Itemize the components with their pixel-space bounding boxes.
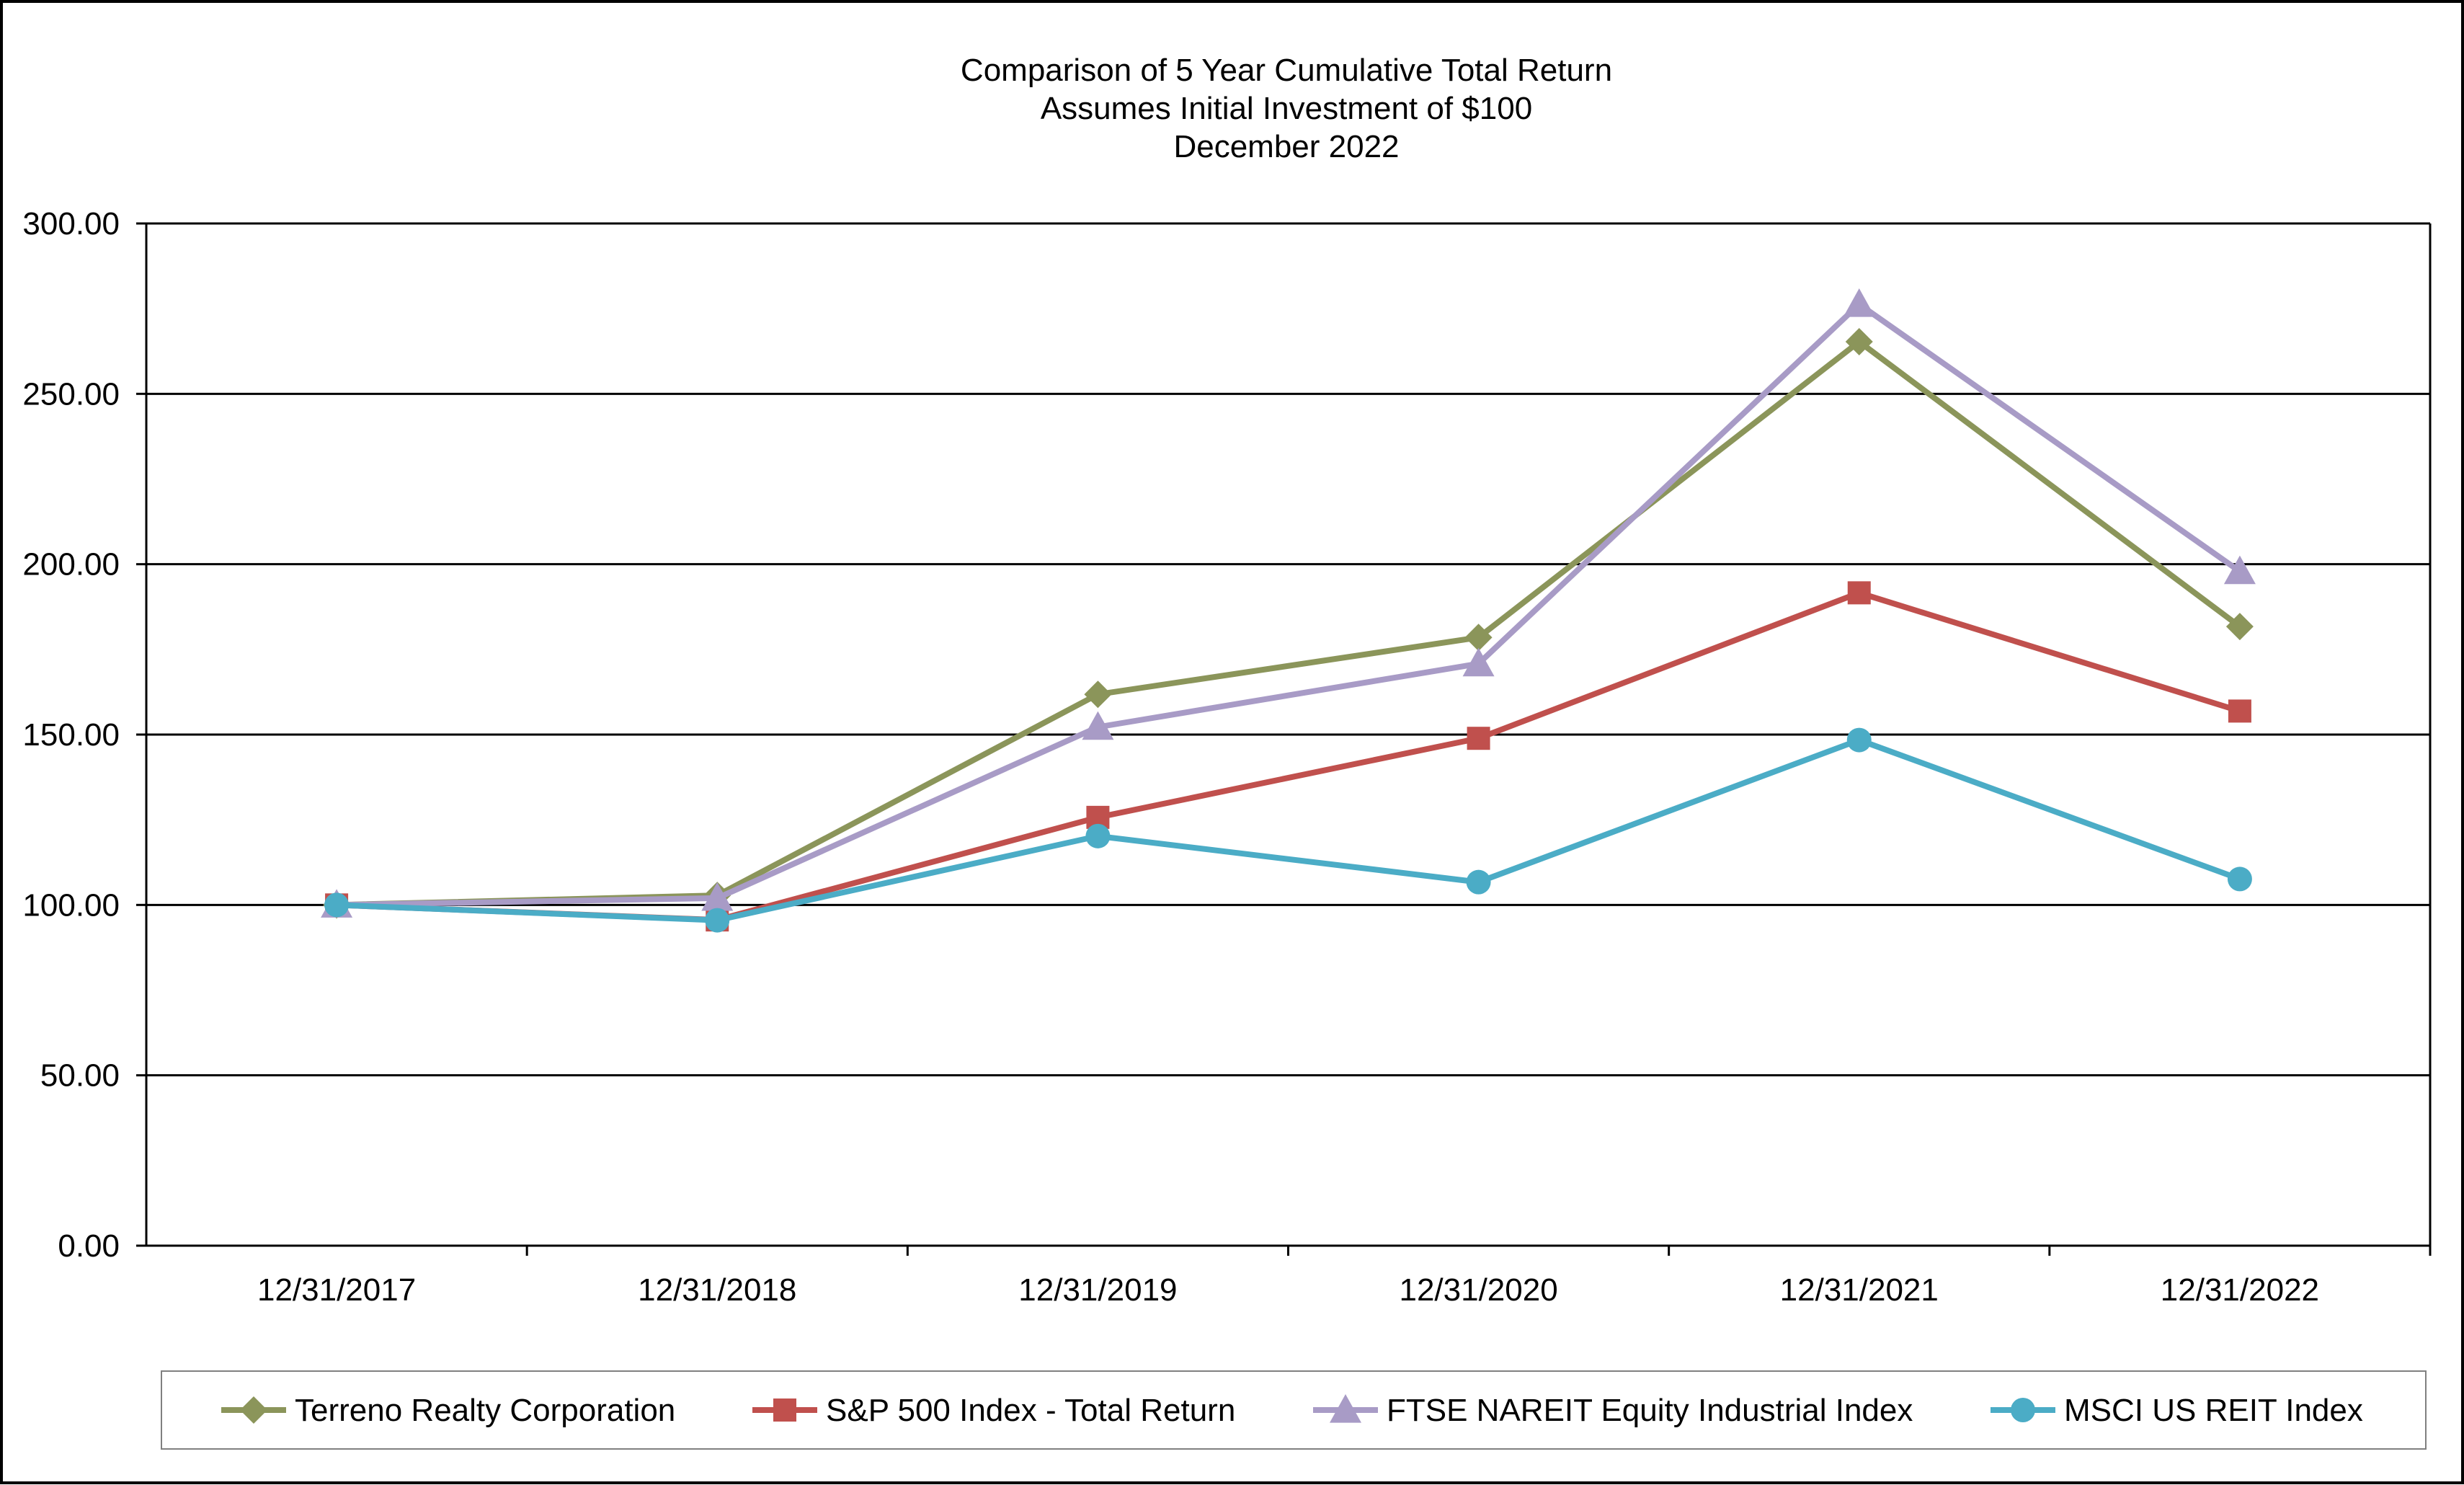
data-point xyxy=(2225,613,2254,641)
data-point xyxy=(1464,624,1493,652)
line-chart: Comparison of 5 Year Cumulative Total Re… xyxy=(22,53,2432,1450)
legend-item: FTSE NAREIT Equity Industrial Index xyxy=(1313,1393,1913,1428)
legend-marker xyxy=(773,1398,796,1422)
legend-marker xyxy=(240,1396,267,1424)
gridlines xyxy=(146,222,2430,1077)
series-line xyxy=(336,590,2241,923)
data-point xyxy=(1466,869,1491,895)
x-tick-label: 12/31/2022 xyxy=(2161,1272,2319,1308)
data-point xyxy=(1846,727,1872,753)
series-lines xyxy=(321,288,2256,933)
legend-marker xyxy=(2011,1398,2035,1422)
legend-label: S&P 500 Index - Total Return xyxy=(826,1393,1235,1428)
chart-subtitle-2: December 2022 xyxy=(1173,129,1399,164)
data-point xyxy=(324,892,350,918)
y-tick-label: 150.00 xyxy=(22,717,120,753)
x-tick-label: 12/31/2020 xyxy=(1399,1272,1557,1308)
data-point xyxy=(705,908,730,933)
data-point xyxy=(1085,823,1111,848)
x-tick-label: 12/31/2017 xyxy=(257,1272,416,1308)
series-4 xyxy=(324,727,2252,933)
legend-marker xyxy=(1330,1394,1361,1423)
series-line xyxy=(337,301,2242,908)
x-tick-label: 12/31/2018 xyxy=(638,1272,796,1308)
data-point xyxy=(1082,711,1114,740)
data-point xyxy=(701,882,734,911)
chart-subtitle-1: Assumes Initial Investment of $100 xyxy=(1041,91,1532,126)
x-axis-ticks: 12/31/2017 12/31/2018 12/31/2019 12/31/2020… xyxy=(257,1246,2432,1308)
data-point xyxy=(1462,647,1495,677)
series-2 xyxy=(325,581,2251,932)
data-point xyxy=(1845,328,1873,356)
data-point xyxy=(1843,288,1875,317)
legend: Terreno Realty Corporation S&P 500 Index … xyxy=(161,1370,2427,1450)
legend-label: FTSE NAREIT Equity Industrial Index xyxy=(1387,1393,1913,1428)
data-point xyxy=(2227,866,2252,892)
data-point xyxy=(2223,555,2256,585)
series-3 xyxy=(321,288,2256,918)
legend-label: Terreno Realty Corporation xyxy=(295,1393,675,1428)
x-tick-label: 12/31/2019 xyxy=(1018,1272,1177,1308)
legend-label: MSCI US REIT Index xyxy=(2064,1393,2363,1428)
chart-title-group: Comparison of 5 Year Cumulative Total Re… xyxy=(961,53,1612,164)
x-tick-label: 12/31/2021 xyxy=(1780,1272,1939,1308)
y-tick-label: 0.00 xyxy=(58,1228,120,1264)
y-tick-label: 100.00 xyxy=(22,887,120,923)
data-point xyxy=(2228,699,2251,723)
y-axis-ticks: 0.00 50.00 100.00 150.00 200.00 250.00 300.00 xyxy=(22,206,146,1264)
data-point xyxy=(1467,727,1490,750)
chart-title: Comparison of 5 Year Cumulative Total Re… xyxy=(961,53,1612,88)
y-tick-label: 250.00 xyxy=(22,376,120,412)
y-tick-label: 300.00 xyxy=(22,206,120,241)
data-point xyxy=(1847,581,1871,605)
data-point xyxy=(1084,681,1112,709)
y-tick-label: 50.00 xyxy=(40,1058,120,1094)
legend-item: MSCI US REIT Index xyxy=(1991,1393,2363,1428)
series-line xyxy=(336,737,2241,923)
legend-item: S&P 500 Index - Total Return xyxy=(752,1393,1235,1428)
legend-item: Terreno Realty Corporation xyxy=(221,1393,675,1428)
y-tick-label: 200.00 xyxy=(22,547,120,582)
